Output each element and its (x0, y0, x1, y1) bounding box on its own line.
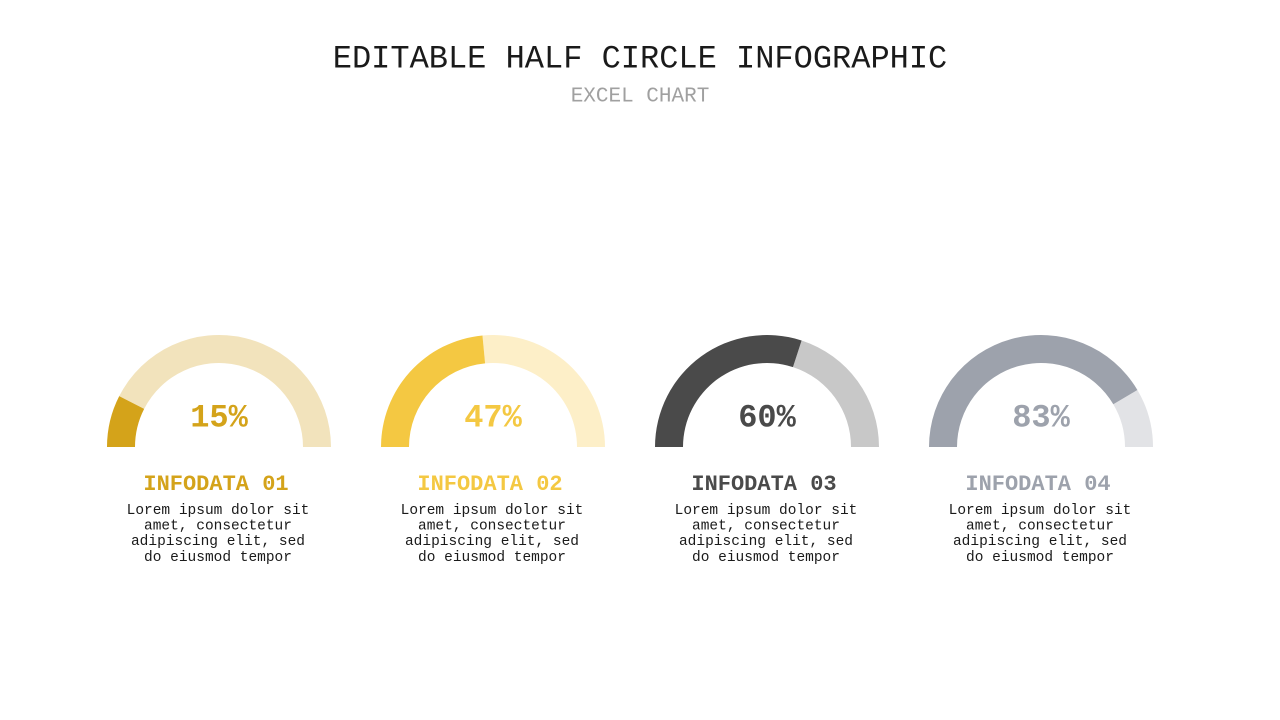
description-line: do eiusmod tempor (966, 550, 1114, 566)
gauge-track (792, 340, 879, 447)
description-line: amet, consectetur (144, 519, 292, 535)
gauge-value (381, 335, 486, 447)
page-subtitle: EXCEL CHART (571, 86, 710, 109)
description-line: adipiscing elit, sed (405, 534, 579, 550)
value-label: 83% (1012, 399, 1070, 436)
description-line: adipiscing elit, sed (131, 534, 305, 550)
gauge-track (1113, 389, 1153, 447)
gauge-track (119, 335, 331, 447)
description-line: adipiscing elit, sed (953, 534, 1127, 550)
description-line: amet, consectetur (418, 519, 566, 535)
gauge-value (655, 335, 802, 447)
description-line: do eiusmod tempor (144, 550, 292, 566)
description-line: adipiscing elit, sed (679, 534, 853, 550)
description-line: Lorem ipsum dolor sit (949, 503, 1132, 519)
description-line: Lorem ipsum dolor sit (127, 503, 310, 519)
gauge-value (107, 396, 145, 447)
card-title: INFODATA 02 (417, 472, 562, 497)
description-line: amet, consectetur (966, 519, 1114, 535)
gauge-track (482, 335, 605, 447)
gauge-value (929, 335, 1138, 447)
description-line: do eiusmod tempor (418, 550, 566, 566)
page-title: EDITABLE HALF CIRCLE INFOGRAPHIC (333, 40, 948, 77)
description-line: amet, consectetur (692, 519, 840, 535)
value-label: 47% (464, 399, 522, 436)
card-title: INFODATA 01 (143, 472, 288, 497)
card-title: INFODATA 04 (965, 472, 1110, 497)
description-line: Lorem ipsum dolor sit (675, 503, 858, 519)
description-line: do eiusmod tempor (692, 550, 840, 566)
value-label: 15% (190, 399, 248, 436)
card-title: INFODATA 03 (691, 472, 836, 497)
value-label: 60% (738, 399, 796, 436)
description-line: Lorem ipsum dolor sit (401, 503, 584, 519)
